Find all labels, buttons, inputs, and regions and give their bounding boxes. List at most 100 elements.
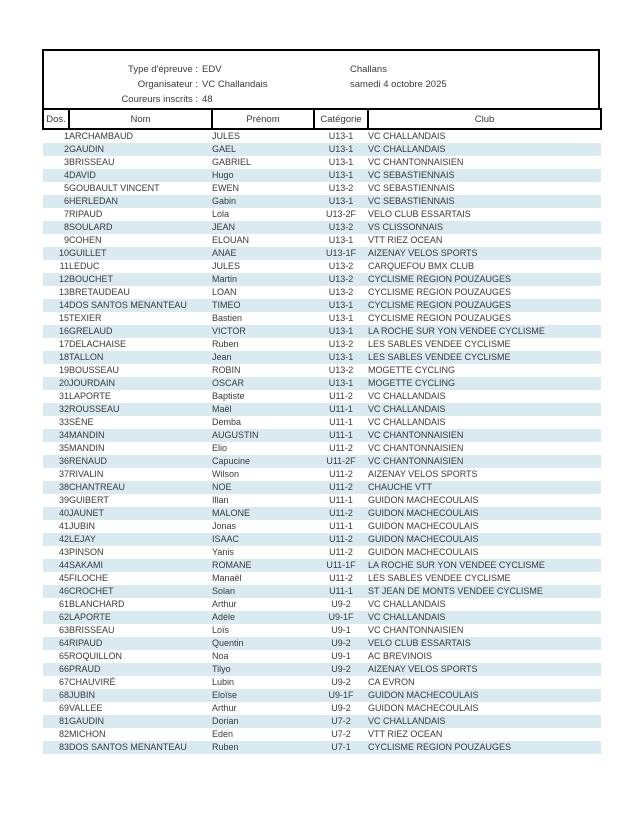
cell-prenom: Tilyo [212,664,231,674]
cell-prenom: TIMEO [212,300,241,310]
cell-club: VC CHALLANDAIS [368,599,446,609]
cell-prenom: JULES [212,261,241,271]
cell-dos: 41 [58,521,69,531]
cell-categorie: U13-1 [328,131,354,141]
cell-dos: 38 [58,482,69,492]
table-row: 3 BRISSEAU GABRIEL U13-1 VC CHANTONNAISIEN [43,156,601,169]
table-row: 82 MICHON Eden U7-2 VTT RIEZ OCEAN [43,728,601,741]
table-row: 34 MANDIN AUGUSTIN U11-1 VC CHANTONNAISIEN [43,429,601,442]
cell-nom: ROQUILLON [69,651,123,661]
cell-club: AC BREVINOIS [368,651,433,661]
cell-dos: 64 [58,638,69,648]
col-header-club: Club [367,108,602,130]
cell-nom: LAPORTE [69,612,111,622]
cell-dos: 36 [58,456,69,466]
cell-nom: LEJAY [69,534,96,544]
cell-club: CA EVRON [368,677,415,687]
cell-nom: MANDIN [69,430,105,440]
cell-categorie: U11-2 [329,573,353,583]
table-row: 42 LEJAY ISAAC U11-2 GUIDON MACHECOULAIS [43,533,601,546]
cell-club: CYCLISME REGION POUZAUGES [368,274,512,284]
cell-nom: DOS SANTOS MENANTEAU [69,742,187,752]
cell-dos: 69 [58,703,69,713]
cell-club: VS CLISSONNAIS [368,222,444,232]
table-row: 33 SÈNE Demba U11-1 VC CHALLANDAIS [43,416,601,429]
cell-categorie: U13-1F [325,248,356,258]
cell-categorie: U11-2 [329,508,353,518]
cell-club: AIZENAY VELOS SPORTS [368,248,478,258]
cell-nom: RENAUD [69,456,108,466]
table-row: 68 JUBIN Eloïse U9-1F GUIDON MACHECOULAIS [43,689,601,702]
cell-dos: 34 [58,430,69,440]
cell-categorie: U13-1 [328,378,354,388]
cell-club: GUIDON MACHECOULAIS [368,547,479,557]
cell-prenom: Baptiste [212,391,245,401]
table-row: 13 BRETAUDEAU LOAN U13-2 CYCLISME REGION POU… [43,286,601,299]
cell-categorie: U13-1 [328,235,354,245]
cell-club: VC CHALLANDAIS [368,612,446,622]
cell-dos: 16 [58,326,69,336]
cell-categorie: U9-1F [328,690,354,700]
cell-club: VC CHALLANDAIS [368,144,446,154]
cell-dos: 31 [58,391,69,401]
cell-prenom: GAEL [212,144,237,154]
cell-club: LES SABLES VENDEE CYCLISME [368,573,511,583]
cell-categorie: U11-1 [329,495,353,505]
table-row: 2 GAUDIN GAEL U13-1 VC CHALLANDAIS [43,143,601,156]
cell-prenom: ROBIN [212,365,241,375]
cell-nom: GAUDIN [69,144,105,154]
table-row: 7 RIPAUD Lola U13-2F VELO CLUB ESSARTAIS [43,208,601,221]
cell-prenom: JULES [212,131,241,141]
cell-dos: 67 [58,677,69,687]
table-row: 69 VALLEE Arthur U9-2 GUIDON MACHECOULAIS [43,702,601,715]
cell-club: VC SEBASTIENNAIS [368,183,455,193]
cell-club: CYCLISME REGION POUZAUGES [368,300,512,310]
cell-club: VELO CLUB ESSARTAIS [368,209,471,219]
cell-nom: RIPAUD [69,209,103,219]
cell-dos: 19 [58,365,69,375]
cell-dos: 3 [63,157,69,167]
cell-categorie: U11-1 [329,404,353,414]
table-row: 10 GUILLET ANAE U13-1F AIZENAY VELOS SPORTS [43,247,601,260]
cell-club: VTT RIEZ OCEAN [368,235,443,245]
cell-prenom: NOE [212,482,232,492]
cell-club: VC CHALLANDAIS [368,417,446,427]
cell-prenom: Arthur [212,703,237,713]
cell-prenom: ELOUAN [212,235,250,245]
cell-prenom: Jonas [212,521,237,531]
table-row: 64 RIPAUD Quentin U9-2 VELO CLUB ESSARTAIS [43,637,601,650]
cell-categorie: U11-1 [329,586,353,596]
cell-club: CYCLISME REGION POUZAUGES [368,742,512,752]
cell-club: LA ROCHE SUR YON VENDEE CYCLISME [368,326,545,336]
cell-prenom: JEAN [212,222,236,232]
cell-dos: 82 [58,729,69,739]
table-row: 11 LEDUC JULES U13-2 CARQUEFOU BMX CLUB [43,260,601,273]
cell-dos: 65 [58,651,69,661]
cell-nom: HERLEDAN [69,196,119,206]
cell-club: VC CHALLANDAIS [368,391,446,401]
table-row: 6 HERLEDAN Gabin U13-1 VC SEBASTIENNAIS [43,195,601,208]
cell-categorie: U11-1 [329,521,353,531]
cell-categorie: U13-1 [328,326,354,336]
cell-categorie: U11-2 [329,547,353,557]
cell-categorie: U7-2 [331,716,351,726]
cell-nom: SÈNE [69,417,94,427]
cell-nom: GRELAUD [69,326,113,336]
cell-dos: 42 [58,534,69,544]
cell-club: GUIDON MACHECOULAIS [368,703,479,713]
cell-nom: PRAUD [69,664,101,674]
cell-prenom: Martin [212,274,238,284]
cell-nom: LEDUC [69,261,100,271]
cell-categorie: U13-2 [328,287,354,297]
cell-prenom: ROMANE [212,560,252,570]
table-row: 5 GOUBAULT VINCENT EWEN U13-2 VC SEBASTIENNA… [43,182,601,195]
start-list-document: Type d'épreuve : EDV Challans Organisateu… [42,49,602,754]
cell-nom: BRISSEAU [69,625,115,635]
cell-prenom: GABRIEL [212,157,252,167]
cell-club: VC SEBASTIENNAIS [368,170,455,180]
cell-prenom: AUGUSTIN [212,430,259,440]
cell-categorie: U9-2 [331,638,351,648]
cell-prenom: Ruben [212,742,239,752]
cell-dos: 9 [63,235,69,245]
cell-prenom: Lola [212,209,230,219]
